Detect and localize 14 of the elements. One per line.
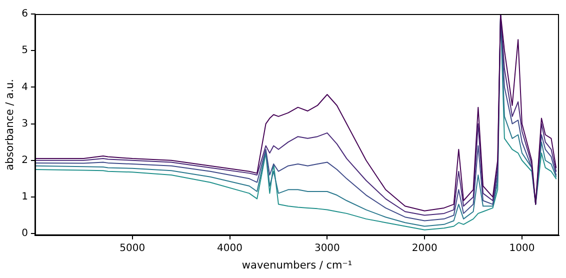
y-axis-title: absorbance / a.u. [4, 79, 16, 170]
y-tick-label: 1 [22, 192, 28, 203]
x-tick-label: 3000 [314, 242, 340, 254]
y-tick-label: 4 [22, 82, 28, 93]
x-tick-label: 1000 [509, 242, 535, 254]
y-tick-label: 5 [22, 45, 28, 56]
y-tick-label: 3 [22, 118, 28, 130]
x-tick-label: 4000 [217, 242, 242, 254]
y-tick-label: 0 [22, 228, 28, 240]
x-axis-title: wavenumbers / cm⁻¹ [242, 259, 352, 272]
y-tick-label: 6 [22, 8, 28, 20]
x-tick-label: 2000 [412, 242, 438, 254]
y-tick-label: 2 [22, 154, 28, 166]
x-tick-label: 5000 [120, 242, 146, 254]
